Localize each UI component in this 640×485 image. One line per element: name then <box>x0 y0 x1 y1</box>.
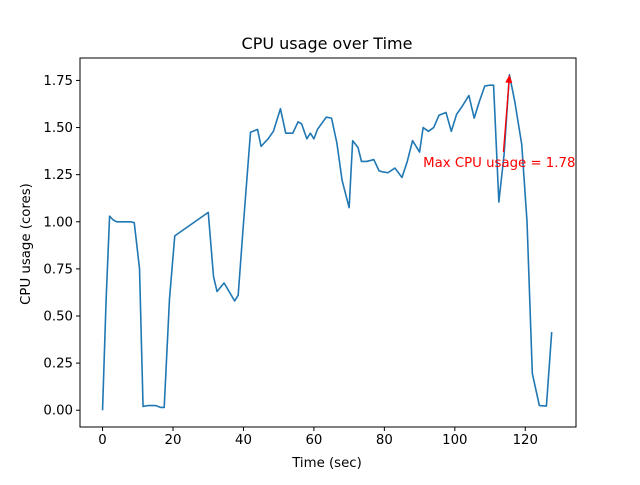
annotation-arrow-head <box>505 74 513 84</box>
plot-area <box>80 58 576 427</box>
y-tick-label: 1.50 <box>43 121 73 136</box>
y-tick-label: 1.75 <box>43 74 73 89</box>
chart-title: CPU usage over Time <box>242 34 413 53</box>
annotation-label: Max CPU usage = 1.78 <box>423 156 575 171</box>
plot-content: Max CPU usage = 1.78 <box>101 73 575 411</box>
y-axis-label: CPU usage (cores) <box>19 183 34 305</box>
x-axis-label: Time (sec) <box>291 456 362 471</box>
y-tick-label: 0.50 <box>43 309 73 324</box>
y-tick-label: 0.00 <box>43 404 73 419</box>
x-axis-ticks: 0 20 40 60 80 100 120 <box>98 427 538 448</box>
x-tick-label: 20 <box>165 433 182 448</box>
x-tick-label: 120 <box>513 433 538 448</box>
cpu-usage-line <box>101 73 553 411</box>
annotation-arrow-shaft <box>502 76 511 153</box>
x-tick-label: 40 <box>235 433 252 448</box>
x-tick-label: 0 <box>98 433 106 448</box>
y-axis-ticks: 0.00 0.25 0.50 0.75 1.00 1.25 1.50 1.75 <box>43 74 80 419</box>
y-tick-label: 1.00 <box>43 215 73 230</box>
x-tick-label: 80 <box>376 433 393 448</box>
y-tick-label: 1.25 <box>43 168 73 183</box>
y-tick-label: 0.25 <box>43 357 73 372</box>
x-tick-label: 100 <box>442 433 467 448</box>
x-tick-label: 60 <box>305 433 322 448</box>
plot-frame <box>79 57 577 428</box>
y-tick-label: 0.75 <box>43 262 73 277</box>
